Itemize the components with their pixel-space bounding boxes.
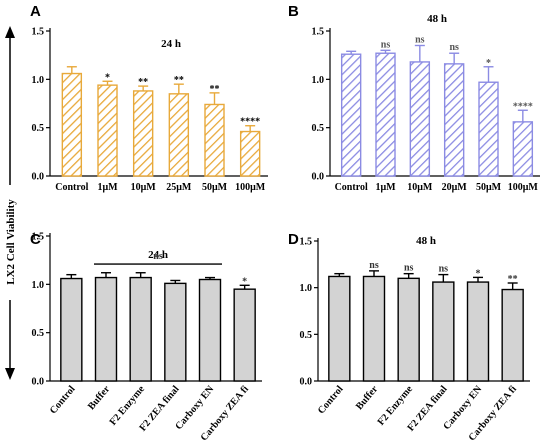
panel-title: 48 h: [427, 13, 447, 25]
y-tick-label: 0.0: [312, 172, 325, 183]
significance-label: ****: [513, 101, 533, 112]
y-tick-label: 1.0: [300, 283, 313, 294]
y-tick-label: 1.5: [32, 232, 45, 243]
bar: [432, 281, 455, 382]
category-label: 100μM: [508, 182, 539, 193]
y-tick-label: 1.0: [32, 280, 45, 291]
significance-label: ns: [404, 263, 414, 274]
bar: [204, 103, 225, 177]
category-label: 1μM: [97, 182, 118, 193]
category-label: Buffer: [354, 383, 381, 412]
y-tick-label: 0.5: [300, 330, 313, 341]
significance-label: ****: [240, 117, 260, 128]
bar: [501, 288, 524, 382]
category-label: 1μM: [375, 182, 396, 193]
category-label: Control: [316, 384, 346, 417]
y-tick-label: 0.0: [32, 377, 45, 388]
bracket-label: ns: [153, 251, 163, 262]
bar: [168, 93, 190, 177]
significance-label: *: [242, 276, 247, 287]
panel-letter: B: [288, 3, 299, 20]
panel-title: 24 h: [161, 38, 181, 50]
ylabel-arrow-down-icon: [5, 368, 15, 380]
y-tick-label: 0.0: [300, 377, 313, 388]
bar: [512, 121, 534, 177]
panel-title: 24 h: [148, 249, 168, 261]
significance-label: *: [476, 268, 481, 279]
category-label: Control: [335, 182, 368, 193]
bar: [443, 63, 465, 177]
panel-a: A 24 h 0.0 0.5 1.0 1.5 Control * 1μM ** 10μM ** 25μM…: [30, 3, 268, 193]
bar: [97, 84, 118, 177]
y-tick-label: 0.5: [32, 123, 45, 134]
bar: [397, 277, 420, 382]
bar: [129, 276, 152, 382]
bar: [132, 90, 154, 177]
category-label: 25μM: [166, 182, 192, 193]
bar: [466, 281, 490, 382]
panel-letter: C: [30, 231, 41, 248]
bar: [239, 130, 261, 177]
bar: [198, 278, 222, 382]
y-tick-label: 0.5: [32, 328, 45, 339]
category-label: 50μM: [476, 182, 502, 193]
bar: [61, 72, 83, 177]
category-label: 10μM: [131, 182, 157, 193]
panel-title: 48 h: [416, 235, 436, 247]
y-tick-label: 0.5: [312, 123, 325, 134]
bar: [94, 276, 118, 382]
y-tick-label: 0.0: [32, 172, 45, 183]
y-tick-label: 1.0: [32, 75, 45, 86]
category-label: Control: [55, 182, 88, 193]
significance-label: **: [174, 75, 184, 86]
y-axis-label: LX2 Cell Viability: [5, 199, 17, 285]
bar: [409, 61, 431, 177]
category-label: 20μM: [442, 182, 468, 193]
bar: [233, 288, 256, 382]
significance-label: *: [105, 72, 110, 83]
ylabel-arrow-up-icon: [5, 26, 15, 38]
bar: [478, 81, 499, 177]
significance-label: ns: [381, 39, 391, 50]
category-label: 100μM: [235, 182, 266, 193]
category-label: 10μM: [407, 182, 433, 193]
category-label: Buffer: [86, 383, 113, 412]
bar: [164, 282, 187, 382]
category-label: Control: [48, 384, 78, 417]
significance-label: ns: [415, 35, 425, 46]
significance-label: ns: [369, 260, 379, 271]
bar: [362, 275, 386, 382]
y-tick-label: 1.5: [312, 27, 325, 38]
bar: [60, 277, 83, 382]
bar: [340, 53, 362, 177]
panel-b: B 48 h 0.0 0.5 1.0 1.5 Control ns 1μM ns 10μM ns 20μ…: [288, 3, 540, 193]
significance-label: *: [486, 58, 491, 69]
y-tick-label: 1.5: [300, 237, 313, 248]
y-tick-label: 1.0: [312, 75, 325, 86]
significance-label: **: [210, 84, 220, 95]
bar: [328, 275, 351, 382]
panel-letter: D: [288, 231, 299, 248]
panel-letter: A: [30, 3, 41, 20]
significance-label: ns: [439, 264, 449, 275]
significance-label: **: [508, 274, 518, 285]
significance-label: **: [138, 77, 148, 88]
significance-label: ns: [449, 42, 459, 53]
shared-ylabel: LX2 Cell Viability: [5, 26, 17, 380]
category-label: 50μM: [202, 182, 228, 193]
y-tick-label: 1.5: [32, 27, 45, 38]
bar: [375, 52, 396, 177]
